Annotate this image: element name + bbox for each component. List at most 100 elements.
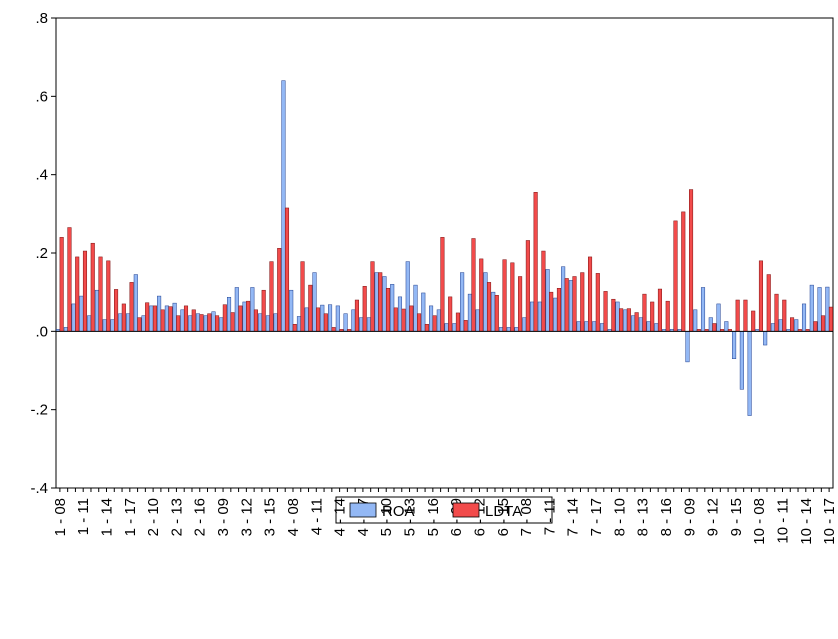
bar <box>758 260 764 332</box>
bar <box>553 297 558 332</box>
bar <box>393 307 398 332</box>
bar <box>619 308 624 332</box>
bar <box>471 238 476 332</box>
x-tick-label: 3 - 09 <box>215 498 232 536</box>
bar <box>615 301 620 332</box>
x-tick-label: 9 - 09 <box>681 498 698 536</box>
bar <box>432 315 437 332</box>
bar <box>525 240 530 332</box>
bar <box>545 269 550 332</box>
bar <box>160 309 165 332</box>
bar <box>700 287 706 332</box>
bar <box>595 273 600 332</box>
bar <box>460 272 465 332</box>
x-tick-label: 1 - 14 <box>99 498 116 536</box>
bar <box>611 298 616 332</box>
x-tick-label: 7 - 14 <box>565 498 582 536</box>
x-tick-label: 2 - 10 <box>145 498 162 536</box>
bar <box>518 276 523 332</box>
bar <box>133 274 138 332</box>
bar <box>498 327 504 332</box>
y-tick-label: .4 <box>35 167 48 184</box>
bar <box>735 299 740 332</box>
x-tick-label: 8 - 13 <box>635 498 652 536</box>
x-tick-label: 9 - 12 <box>705 498 722 536</box>
x-tick-label: 8 - 16 <box>658 498 675 536</box>
bar <box>739 331 744 390</box>
bar <box>599 323 605 332</box>
bar <box>351 309 356 332</box>
bar <box>390 284 395 332</box>
x-tick-label: 1 - 11 <box>75 498 92 535</box>
x-tick-label: 10 - 14 <box>798 498 815 545</box>
bar <box>59 237 64 332</box>
bar <box>429 305 434 332</box>
bar <box>572 276 577 332</box>
bar <box>782 299 787 332</box>
legend-swatch <box>452 502 480 518</box>
bar <box>183 305 189 332</box>
bar <box>207 313 212 332</box>
bar <box>421 292 426 332</box>
bar <box>211 311 216 332</box>
bar <box>587 256 593 332</box>
bar <box>743 299 748 332</box>
x-tick-label: 5 - 10 <box>378 498 395 536</box>
bar <box>238 305 243 332</box>
bar <box>320 304 325 332</box>
bar <box>292 324 297 332</box>
bar <box>366 317 371 332</box>
bar <box>180 309 185 332</box>
bar <box>708 317 713 332</box>
bar <box>475 309 480 332</box>
bar <box>813 321 818 332</box>
bar <box>63 327 68 332</box>
bar <box>362 286 367 332</box>
bar <box>230 312 235 332</box>
bar <box>564 278 569 332</box>
bar <box>191 309 196 332</box>
bar <box>359 317 364 332</box>
bar <box>385 288 391 332</box>
bar <box>541 250 546 332</box>
bar <box>215 315 220 332</box>
bar <box>94 289 99 332</box>
bar <box>265 315 270 332</box>
bar <box>712 323 717 332</box>
bar <box>87 315 92 332</box>
bar <box>258 313 263 332</box>
x-tick-label: 4 - 14 <box>332 498 349 536</box>
bar <box>556 288 561 332</box>
bar <box>794 319 799 332</box>
x-tick-label: 4 - 08 <box>285 498 302 536</box>
bar <box>246 300 251 332</box>
bar <box>164 305 169 332</box>
bar <box>71 303 76 332</box>
bar <box>141 315 146 332</box>
bar <box>75 256 80 332</box>
bar <box>172 302 177 332</box>
x-tick-label: 9 - 15 <box>728 498 745 536</box>
bar <box>638 317 643 332</box>
bar <box>149 305 154 332</box>
bar <box>296 316 302 332</box>
bar <box>227 297 232 332</box>
bar <box>774 293 779 332</box>
bar <box>281 80 286 332</box>
bar <box>308 284 313 332</box>
bar <box>114 289 119 332</box>
bar <box>316 307 321 332</box>
x-tick-label: 10 - 08 <box>751 498 768 545</box>
bar <box>766 274 771 332</box>
x-tick-label: 5 - 13 <box>402 498 419 536</box>
bar <box>568 280 573 332</box>
y-tick-label: .2 <box>35 245 48 262</box>
bar <box>828 306 833 332</box>
bar <box>821 315 826 332</box>
bar <box>673 220 678 332</box>
bar <box>448 296 453 332</box>
legend-label: ROA <box>382 503 415 520</box>
x-tick-label: 10 - 17 <box>821 498 838 545</box>
bar <box>234 287 239 332</box>
